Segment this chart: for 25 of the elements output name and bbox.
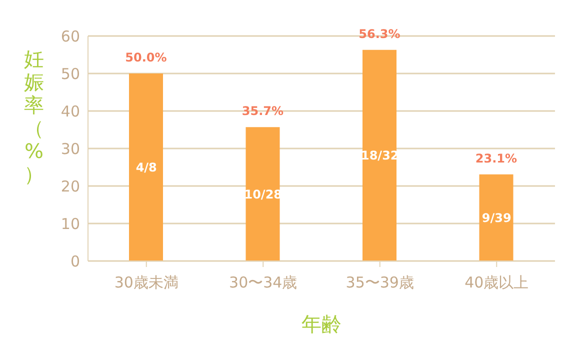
annotation: 9/39 bbox=[482, 210, 512, 225]
bar bbox=[362, 50, 396, 261]
annotation: 4/8 bbox=[136, 160, 157, 175]
y-tick-label: 20 bbox=[60, 177, 80, 196]
y-tick-label: 40 bbox=[60, 102, 80, 120]
data-label: 56.3% bbox=[358, 26, 400, 41]
x-axis-title: 年齢 bbox=[302, 312, 342, 336]
y-tick-label: 50 bbox=[60, 64, 80, 83]
bar bbox=[479, 174, 514, 261]
data-label: 50.0% bbox=[125, 50, 167, 64]
y-tick-label: 10 bbox=[60, 214, 80, 233]
x-tick-label: 35〜39歳 bbox=[346, 274, 414, 292]
bar bbox=[246, 127, 280, 261]
x-tick-label: 30歳未満 bbox=[114, 274, 178, 292]
data-label: 23.1% bbox=[475, 151, 518, 166]
data-label: 35.7% bbox=[242, 104, 284, 118]
y-tick-label: 30 bbox=[60, 140, 80, 158]
bar bbox=[129, 74, 163, 261]
annotation: 18/32 bbox=[360, 148, 399, 163]
x-tick-label: 40歳以上 bbox=[464, 274, 529, 292]
y-axis-title: 妊娠率（%） bbox=[24, 47, 44, 186]
y-tick-label: 0 bbox=[70, 252, 80, 270]
y-tick-label: 60 bbox=[60, 27, 80, 46]
annotation: 10/28 bbox=[244, 187, 282, 202]
x-tick-label: 30〜34歳 bbox=[229, 274, 298, 292]
